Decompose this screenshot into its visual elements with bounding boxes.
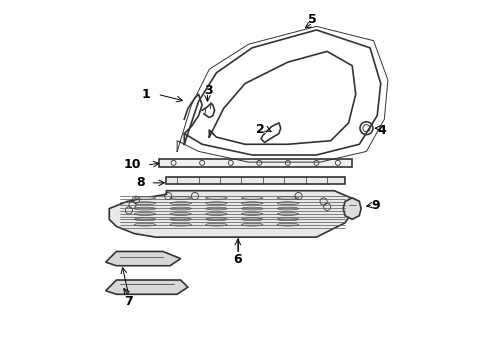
Ellipse shape: [170, 207, 192, 210]
Ellipse shape: [206, 207, 227, 210]
Ellipse shape: [170, 218, 192, 221]
Text: 8: 8: [136, 176, 145, 189]
Ellipse shape: [206, 197, 227, 199]
Ellipse shape: [134, 212, 156, 215]
Ellipse shape: [242, 223, 263, 226]
Ellipse shape: [134, 223, 156, 226]
Polygon shape: [106, 251, 181, 266]
Ellipse shape: [134, 202, 156, 204]
Text: 3: 3: [204, 84, 213, 97]
Ellipse shape: [277, 202, 298, 204]
Ellipse shape: [277, 207, 298, 210]
Text: 4: 4: [377, 124, 386, 137]
Polygon shape: [109, 191, 359, 237]
Ellipse shape: [242, 202, 263, 204]
Text: 1: 1: [142, 88, 150, 101]
Text: 2: 2: [256, 123, 265, 136]
Ellipse shape: [170, 197, 192, 199]
Ellipse shape: [277, 218, 298, 221]
Ellipse shape: [170, 223, 192, 226]
Text: 5: 5: [309, 13, 317, 26]
Ellipse shape: [277, 212, 298, 215]
Ellipse shape: [134, 218, 156, 221]
Polygon shape: [343, 198, 361, 219]
Ellipse shape: [277, 197, 298, 199]
Text: 7: 7: [124, 295, 133, 308]
Ellipse shape: [134, 197, 156, 199]
Ellipse shape: [242, 212, 263, 215]
Polygon shape: [106, 280, 188, 294]
Text: 10: 10: [124, 158, 142, 171]
Ellipse shape: [206, 218, 227, 221]
FancyBboxPatch shape: [159, 158, 352, 167]
Ellipse shape: [242, 197, 263, 199]
Text: 9: 9: [372, 198, 380, 212]
Ellipse shape: [206, 202, 227, 204]
Ellipse shape: [242, 207, 263, 210]
Ellipse shape: [277, 223, 298, 226]
Ellipse shape: [134, 207, 156, 210]
Ellipse shape: [206, 223, 227, 226]
FancyBboxPatch shape: [167, 177, 345, 184]
Ellipse shape: [170, 202, 192, 204]
Ellipse shape: [242, 218, 263, 221]
Ellipse shape: [170, 212, 192, 215]
Ellipse shape: [206, 212, 227, 215]
Text: 6: 6: [234, 253, 242, 266]
